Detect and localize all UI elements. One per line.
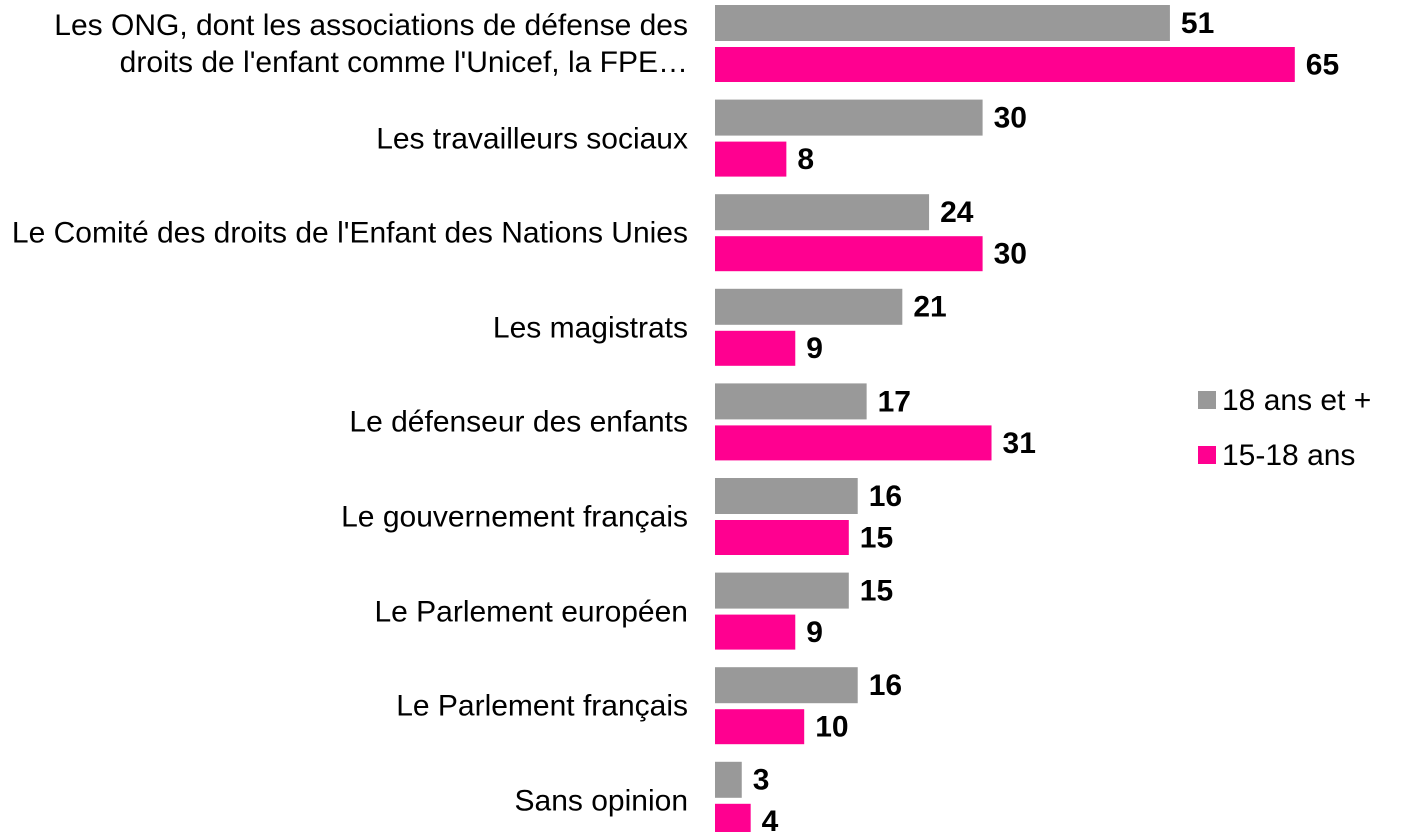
bar <box>715 236 983 272</box>
legend-swatch <box>1198 446 1216 464</box>
bar <box>715 141 787 177</box>
value-label: 65 <box>1306 48 1339 81</box>
value-label: 24 <box>940 196 974 229</box>
bar <box>715 330 796 366</box>
value-label: 15 <box>860 575 893 608</box>
value-label: 31 <box>1003 427 1036 460</box>
bar <box>715 667 858 704</box>
bar <box>715 194 930 231</box>
category-label: Les ONG, dont les associations de défens… <box>54 9 688 79</box>
value-label: 16 <box>869 480 902 513</box>
category-label: Le défenseur des enfants <box>349 405 688 439</box>
value-label: 8 <box>797 143 814 176</box>
legend-swatch <box>1198 391 1216 409</box>
bar <box>715 478 858 514</box>
bar <box>715 614 796 650</box>
bar <box>715 425 992 461</box>
category-label: Sans opinion <box>514 784 688 818</box>
value-label: 9 <box>806 616 823 649</box>
value-label: 10 <box>815 711 848 744</box>
bar <box>715 761 742 798</box>
category-label: Le Comité des droits de l'Enfant des Nat… <box>11 216 688 250</box>
legend-label: 18 ans et + <box>1222 384 1371 417</box>
value-label: 51 <box>1181 7 1214 40</box>
bar <box>715 383 867 420</box>
value-label: 4 <box>762 805 779 832</box>
value-label: 3 <box>753 764 770 797</box>
legend-label: 15-18 ans <box>1222 439 1355 472</box>
category-label: Le gouvernement français <box>341 500 688 534</box>
category-label: Les magistrats <box>492 311 688 345</box>
value-label: 30 <box>994 102 1027 135</box>
bar <box>715 288 903 325</box>
value-label: 9 <box>806 332 823 365</box>
bar <box>715 47 1295 82</box>
bar <box>715 5 1170 41</box>
value-label: 16 <box>869 669 902 702</box>
value-label: 15 <box>860 521 893 554</box>
bar <box>715 803 751 832</box>
value-label: 21 <box>913 291 946 324</box>
value-label: 30 <box>994 238 1027 271</box>
category-label: Le Parlement européen <box>374 595 688 629</box>
bar <box>715 520 849 555</box>
value-label: 17 <box>878 385 911 418</box>
bar <box>715 572 849 609</box>
category-label: Les travailleurs sociaux <box>376 122 688 156</box>
category-label: Le Parlement français <box>396 689 688 723</box>
bar <box>715 99 983 136</box>
bar <box>715 709 805 745</box>
